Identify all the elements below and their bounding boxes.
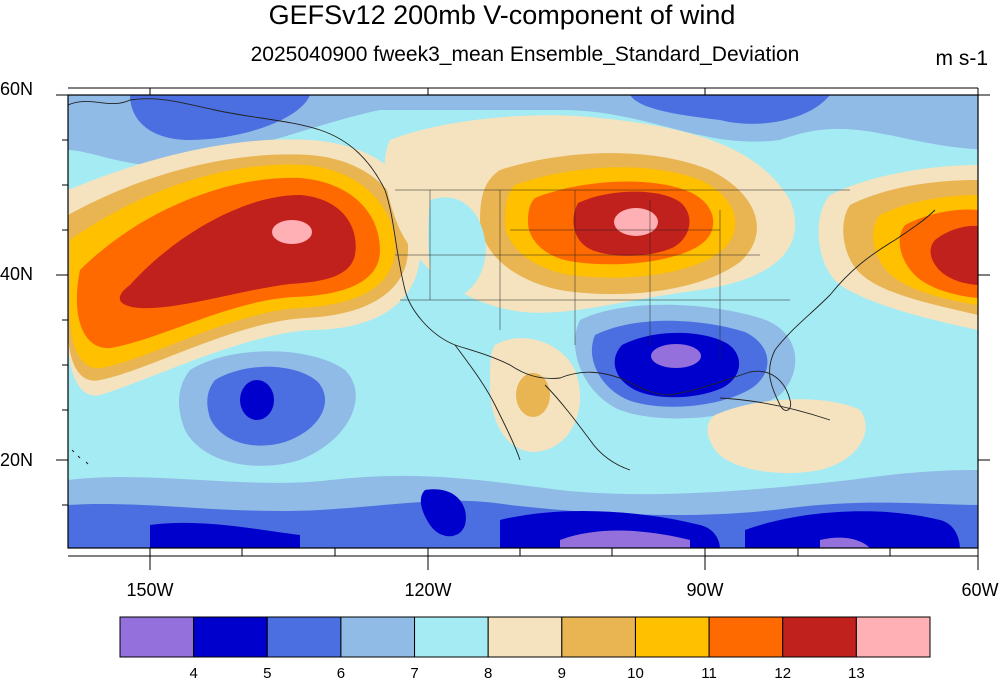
colorbar-label: 6	[337, 666, 345, 682]
contour-field	[68, 95, 1000, 548]
gulf-min-4	[651, 344, 701, 368]
colorbar-swatch	[267, 617, 341, 657]
colorbar-label: 7	[410, 666, 418, 682]
colorbar-swatch	[783, 617, 857, 657]
colorbar-swatch	[709, 617, 783, 657]
pacific-max-13	[272, 220, 312, 244]
colorbar-swatch	[194, 617, 268, 657]
colorbar-label: 11	[701, 666, 717, 682]
colorbar-label: 9	[558, 666, 566, 682]
colorbar-label: 5	[263, 666, 271, 682]
colorbar-swatch	[856, 617, 930, 657]
colorbar-swatch	[415, 617, 489, 657]
colorbar-label: 8	[484, 666, 492, 682]
colorbar-label: 10	[627, 666, 644, 682]
mexico-lobe-9	[516, 373, 550, 417]
colorbar-swatch	[562, 617, 636, 657]
colorbar-label: 13	[848, 666, 865, 682]
colorbar	[120, 617, 930, 657]
colorbar-swatch	[341, 617, 415, 657]
colorbar-swatch	[120, 617, 194, 657]
colorbar-label: 12	[774, 666, 791, 682]
colorbar-swatch	[488, 617, 562, 657]
central-max-13	[614, 208, 658, 236]
subtropic-min-5	[240, 380, 274, 420]
colorbar-swatch	[635, 617, 709, 657]
colorbar-label: 4	[189, 666, 197, 682]
